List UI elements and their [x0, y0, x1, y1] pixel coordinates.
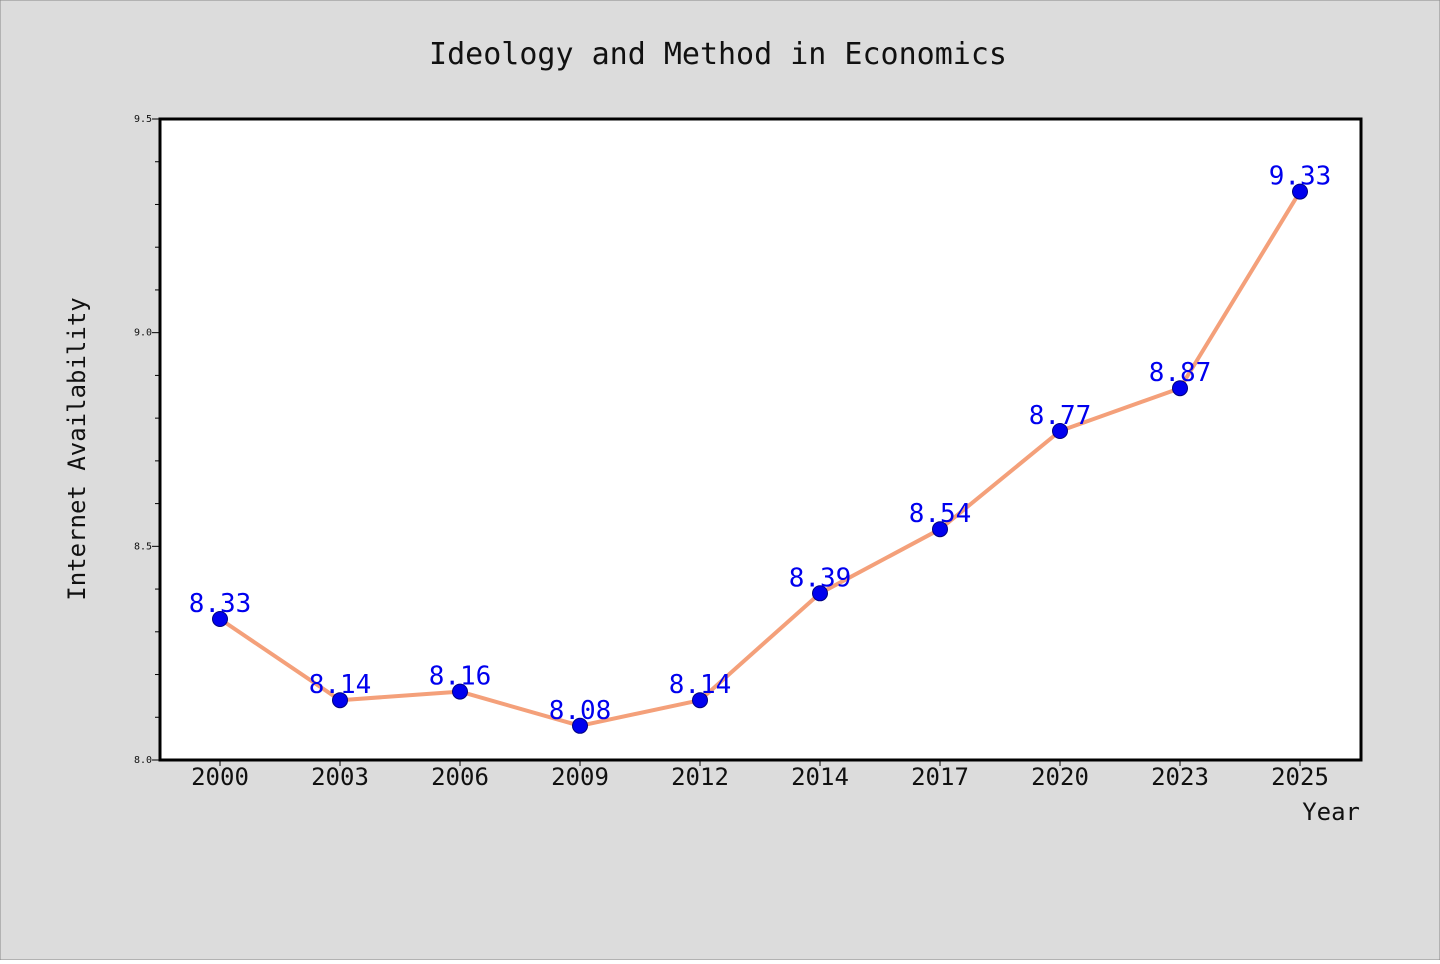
data-point — [812, 585, 828, 602]
data-point — [1052, 423, 1068, 439]
data-labels: 8.33 8.14 8.16 8.08 8.14 8.39 8.54 8.77 8.87 9.33 — [189, 162, 1332, 726]
x-axis-ticks: 2000 2003 2006 2009 2012 2014 2017 2020 2023 2025 — [191, 760, 1329, 791]
data-label: 9.33 — [1269, 162, 1332, 192]
x-tick-label: 2023 — [1151, 763, 1209, 791]
data-point — [1172, 380, 1188, 397]
series-line — [218, 189, 1302, 728]
data-points — [212, 183, 1308, 734]
data-label: 8.87 — [1149, 358, 1212, 388]
y-tick-label: 9.0 — [134, 328, 152, 339]
data-point — [572, 717, 588, 734]
x-tick-label: 2020 — [1031, 763, 1089, 791]
data-label: 8.16 — [429, 662, 492, 692]
y-tick-label: 8.0 — [134, 755, 152, 766]
data-point — [692, 692, 708, 709]
data-label: 8.33 — [189, 589, 252, 619]
data-label: 8.08 — [549, 696, 612, 726]
x-tick-label: 2006 — [431, 763, 489, 791]
data-point — [1292, 183, 1308, 200]
data-label: 8.14 — [309, 670, 372, 700]
data-point — [932, 521, 948, 538]
x-axis-label: Year — [1302, 798, 1360, 826]
data-label: 8.39 — [789, 563, 852, 593]
y-tick-label: 8.5 — [134, 541, 152, 552]
x-tick-label: 2025 — [1271, 763, 1329, 791]
x-tick-label: 2000 — [191, 763, 249, 791]
y-axis-ticks: 8.0 8.5 9.0 9.5 — [134, 114, 160, 766]
y-axis-label: Internet Availability — [63, 297, 91, 600]
x-tick-label: 2009 — [551, 763, 609, 791]
x-tick-label: 2012 — [671, 763, 729, 791]
data-point — [452, 683, 468, 700]
x-tick-label: 2003 — [311, 763, 369, 791]
y-tick-label: 9.5 — [134, 114, 152, 125]
x-tick-label: 2014 — [791, 763, 849, 791]
data-label: 8.54 — [909, 499, 972, 529]
chart-title: Ideology and Method in Economics — [429, 37, 1007, 72]
x-tick-label: 2017 — [911, 763, 969, 791]
plot-area — [158, 117, 1363, 762]
data-label: 8.14 — [669, 670, 732, 700]
data-label: 8.77 — [1029, 401, 1092, 431]
data-point — [212, 611, 228, 627]
data-point — [332, 692, 348, 709]
